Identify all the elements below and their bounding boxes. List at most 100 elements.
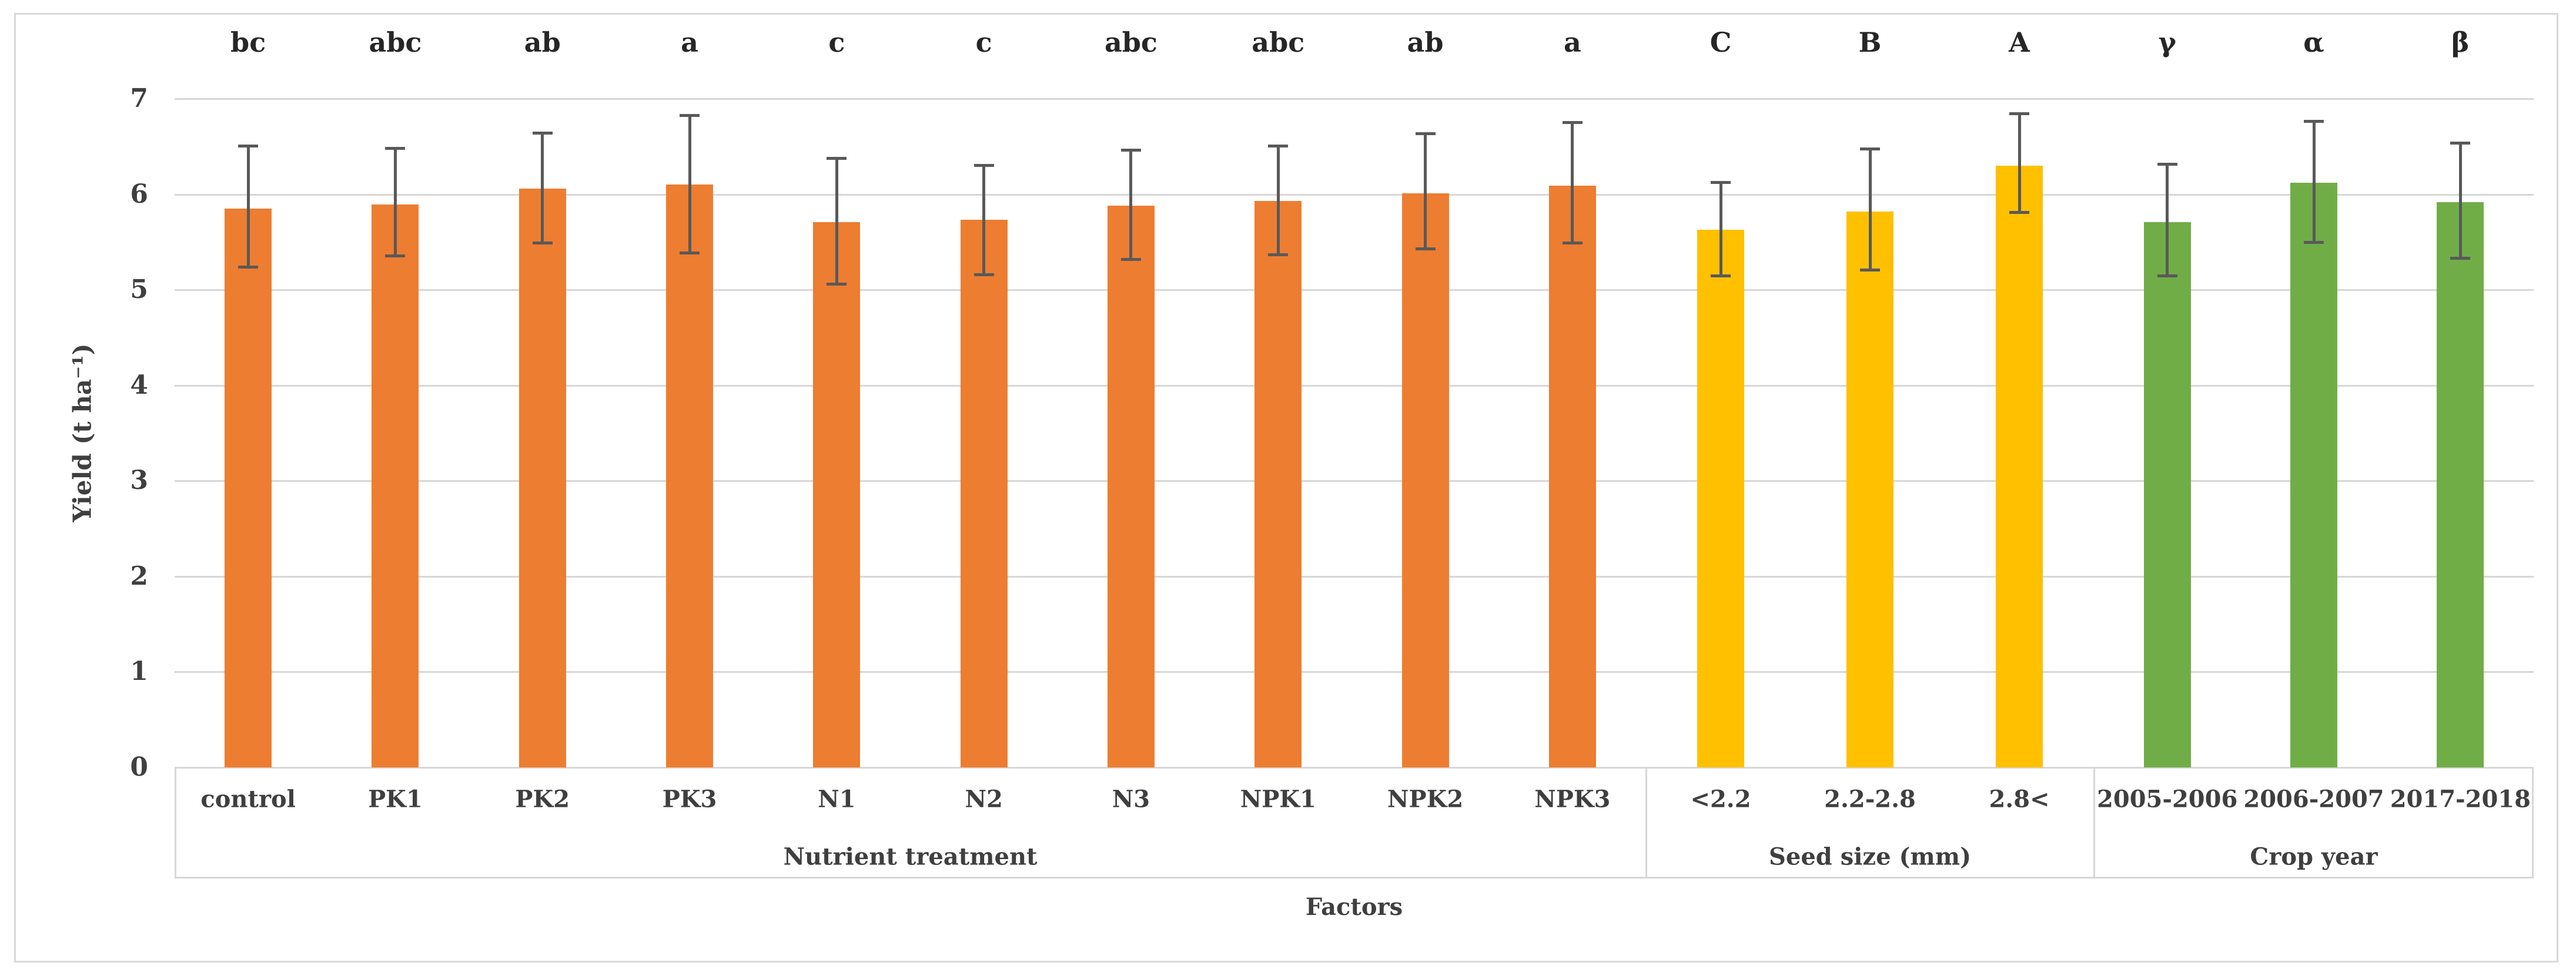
error-cap-bottom-PK1 <box>385 254 406 257</box>
bar-N1 <box>813 222 861 767</box>
sig-letter-PK2: ab <box>524 26 561 58</box>
y-tick-label-5: 5 <box>130 274 148 305</box>
error-cap-bottom-2006-2007 <box>2304 240 2324 244</box>
category-label-PK3: PK3 <box>662 785 717 813</box>
category-label-NPK3: NPK3 <box>1534 785 1611 813</box>
sig-letter-NPK3: a <box>1563 26 1581 58</box>
y-tick-label-0: 0 <box>130 752 148 782</box>
gridline-6 <box>175 193 2534 196</box>
gridline-2 <box>175 575 2534 578</box>
y-tick-label-7: 7 <box>130 83 148 113</box>
error-bar-PK3 <box>688 116 691 253</box>
sig-letter-PK1: abc <box>369 26 422 58</box>
error-cap-top-NPK1 <box>1268 145 1289 148</box>
category-label-NPK2: NPK2 <box>1387 785 1464 813</box>
error-bar-N2 <box>982 165 986 275</box>
error-cap-bottom-2.8< <box>2009 211 2029 214</box>
error-cap-top-N2 <box>973 163 994 167</box>
sig-letter-N1: c <box>828 26 845 58</box>
bar-PK3 <box>666 185 714 767</box>
error-bar-NPK3 <box>1571 122 1574 243</box>
error-cap-top-NPK3 <box>1562 120 1583 124</box>
x-axis-title: Factors <box>1305 893 1403 921</box>
category-label-2006-2007: 2006-2007 <box>2243 785 2384 813</box>
error-cap-bottom-2017-2018 <box>2450 257 2471 260</box>
sig-letter-2.8<: A <box>2009 26 2030 58</box>
sig-letter-2006-2007: α <box>2303 26 2324 58</box>
bar-NPK2 <box>1401 193 1449 767</box>
sig-letter-<2.2: C <box>1709 26 1732 58</box>
bar-NPK1 <box>1254 200 1302 767</box>
y-tick-label-3: 3 <box>130 465 148 496</box>
error-cap-top-2017-2018 <box>2450 142 2471 145</box>
label-box-right-border <box>2532 767 2534 878</box>
error-cap-top-2.2-2.8 <box>1860 147 1880 151</box>
error-cap-top-2005-2006 <box>2157 163 2177 166</box>
group-divider-1 <box>1645 767 1647 878</box>
sig-letter-NPK1: abc <box>1252 26 1305 58</box>
sig-letter-2005-2006: γ <box>2158 26 2176 58</box>
bar-PK1 <box>372 204 419 767</box>
category-label-N1: N1 <box>818 785 856 813</box>
bar-2.8< <box>1996 165 2043 767</box>
y-tick-label-1: 1 <box>130 656 148 687</box>
bar-2017-2018 <box>2437 202 2484 767</box>
gridline-0 <box>175 767 2534 769</box>
group-label-0: Nutrient treatment <box>783 843 1038 871</box>
error-cap-top-control <box>238 145 259 148</box>
category-label-PK1: PK1 <box>368 785 423 813</box>
error-cap-top-PK2 <box>532 131 553 135</box>
error-bar-PK1 <box>393 148 397 256</box>
y-tick-label-4: 4 <box>130 370 148 400</box>
error-cap-bottom-N1 <box>827 283 847 286</box>
error-bar-control <box>246 146 250 267</box>
error-cap-top-PK3 <box>680 114 700 118</box>
gridline-1 <box>175 671 2534 673</box>
bar-N3 <box>1107 206 1155 767</box>
category-label-N3: N3 <box>1112 785 1150 813</box>
error-bar-2006-2007 <box>2312 122 2316 242</box>
error-cap-top-<2.2 <box>1711 181 1731 185</box>
category-label-control: control <box>200 785 296 813</box>
error-cap-bottom-NPK3 <box>1562 242 1583 245</box>
error-bar-2005-2006 <box>2166 165 2169 276</box>
bar-N2 <box>960 220 1008 767</box>
y-axis-title: Yield (t ha⁻¹) <box>68 343 97 522</box>
category-label-2.2-2.8: 2.2-2.8 <box>1824 785 1916 813</box>
category-label-N2: N2 <box>965 785 1003 813</box>
bar-2006-2007 <box>2290 183 2337 767</box>
sig-letter-2017-2018: β <box>2451 26 2470 58</box>
error-cap-bottom-N2 <box>973 273 994 277</box>
gridline-5 <box>175 289 2534 291</box>
error-cap-top-N3 <box>1120 148 1141 152</box>
group-label-1: Seed size (mm) <box>1769 843 1971 871</box>
label-box-left-border <box>175 767 176 878</box>
error-cap-top-NPK2 <box>1415 132 1436 136</box>
sig-letter-PK3: a <box>681 26 698 58</box>
group-divider-2 <box>2093 767 2095 878</box>
category-label-<2.2: <2.2 <box>1690 785 1751 813</box>
error-cap-top-PK1 <box>385 146 406 150</box>
label-box-bottom-border <box>175 877 2534 879</box>
category-label-PK2: PK2 <box>515 785 570 813</box>
error-bar-NPK1 <box>1276 146 1280 254</box>
error-cap-top-2006-2007 <box>2304 120 2324 123</box>
error-bar-NPK2 <box>1424 134 1427 249</box>
bar-2005-2006 <box>2143 222 2191 767</box>
error-cap-bottom-control <box>238 266 259 269</box>
sig-letter-control: bc <box>230 26 266 58</box>
y-tick-label-2: 2 <box>130 561 148 591</box>
error-cap-bottom-PK3 <box>680 251 700 254</box>
error-cap-top-2.8< <box>2009 112 2029 115</box>
error-cap-bottom-<2.2 <box>1711 274 1731 277</box>
sig-letter-N3: abc <box>1104 26 1157 58</box>
bar-control <box>225 208 272 767</box>
category-label-2017-2018: 2017-2018 <box>2390 785 2531 813</box>
error-bar-PK2 <box>541 133 544 243</box>
error-bar-N1 <box>835 159 838 284</box>
gridline-4 <box>175 384 2534 387</box>
gridline-7 <box>175 98 2534 100</box>
error-cap-bottom-NPK2 <box>1415 247 1436 251</box>
